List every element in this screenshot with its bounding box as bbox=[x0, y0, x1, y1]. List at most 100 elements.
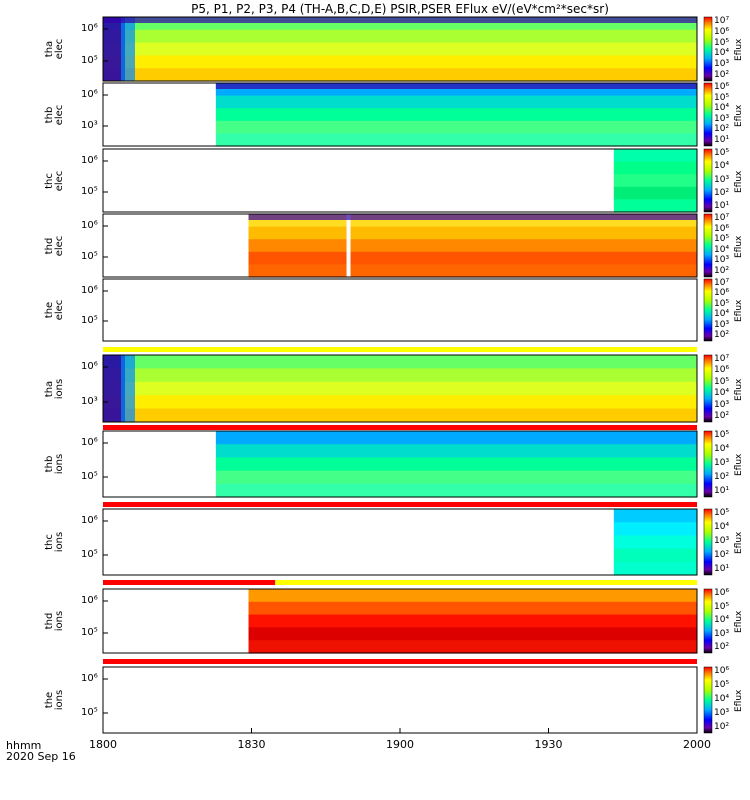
colorbar-tick-tha-elec: 10² bbox=[714, 70, 730, 80]
colorbar-tick-thd-ions: 10⁶ bbox=[714, 588, 730, 598]
colorbar-tick-thd-elec: 10² bbox=[714, 266, 730, 276]
y-tick-thd-elec: 10⁵ bbox=[81, 251, 98, 262]
spectrogram-band-thd-ions bbox=[248, 601, 697, 616]
status-bar-thb-ions bbox=[103, 502, 697, 507]
colorbar-tick-thc-ions: 10¹ bbox=[714, 564, 730, 574]
spectrogram-band-thd-ions bbox=[248, 640, 697, 654]
colorbar-label-thd-elec: Eflux bbox=[734, 235, 744, 258]
y-tick-thb-elec: 10⁶ bbox=[81, 89, 98, 100]
colorbar-tick-tha-ions: 10⁵ bbox=[714, 376, 730, 387]
colorbar-tick-tha-ions: 10⁴ bbox=[714, 388, 730, 399]
panel-frame-thc-ions bbox=[102, 508, 698, 576]
panel-frame-tha-ions bbox=[102, 354, 698, 423]
colorbar-thc-elec bbox=[703, 148, 713, 213]
colorbar-tick-the-ions: 10⁵ bbox=[714, 680, 730, 690]
colorbar-tick-tha-elec: 10⁵ bbox=[714, 37, 730, 48]
x-tick-label-1800: 1800 bbox=[89, 738, 117, 751]
y-axis-label-tha-ions: tha ions bbox=[44, 378, 65, 399]
colorbar-tick-the-elec: 10⁷ bbox=[714, 278, 730, 288]
spectrogram-band-thd-elec bbox=[248, 264, 697, 278]
colorbar-tick-thc-elec: 10³ bbox=[714, 174, 730, 185]
colorbar-tick-the-elec: 10⁴ bbox=[714, 309, 730, 320]
y-axis-label-tha-elec: tha elec bbox=[44, 38, 65, 60]
colorbar-tick-thd-ions: 10⁵ bbox=[714, 601, 730, 612]
y-axis-label-thb-elec: thb elec bbox=[44, 104, 65, 125]
data-gap-thd-elec bbox=[346, 214, 351, 277]
spectrogram-band-thb-ions bbox=[215, 431, 698, 445]
colorbar-tick-tha-ions: 10² bbox=[714, 411, 730, 421]
spectrogram-band-thc-ions bbox=[613, 561, 697, 576]
colorbar-the-ions bbox=[703, 666, 713, 734]
x-tick-label-1930: 1930 bbox=[534, 738, 563, 751]
colorbar-label-the-ions: Eflux bbox=[734, 689, 744, 712]
y-axis-label-thc-ions: thc ions bbox=[44, 531, 65, 553]
x-tick-label-1900: 1900 bbox=[386, 738, 414, 751]
colorbar-tick-the-ions: 10² bbox=[714, 722, 730, 732]
x-tick-label-2000: 2000 bbox=[683, 738, 711, 751]
colorbar-label-thb-elec: Eflux bbox=[734, 104, 744, 127]
y-tick-tha-elec: 10⁶ bbox=[81, 23, 98, 34]
colorbar-label-thd-ions: Eflux bbox=[734, 610, 744, 633]
colorbar-tick-thc-ions: 10³ bbox=[714, 536, 730, 546]
spectrogram-band-thc-ions bbox=[613, 522, 697, 536]
y-tick-thb-ions: 10⁶ bbox=[81, 437, 98, 448]
y-tick-thb-elec: 10³ bbox=[81, 120, 98, 131]
high-energy-edge-tha-elec bbox=[103, 17, 697, 23]
y-tick-the-elec: 10⁵ bbox=[81, 315, 98, 326]
colorbar-tick-tha-elec: 10³ bbox=[714, 59, 730, 70]
spectrogram-band-thb-ions bbox=[215, 470, 698, 485]
low-flux-region-tha-ions bbox=[103, 355, 125, 422]
colorbar-thb-ions bbox=[703, 430, 713, 498]
spectrogram-band-thd-elec bbox=[248, 239, 697, 253]
colorbar-tick-thd-ions: 10⁴ bbox=[714, 615, 730, 625]
colorbar-label-thb-ions: Eflux bbox=[734, 453, 744, 476]
colorbar-thc-ions bbox=[703, 508, 713, 576]
colorbar-thd-ions bbox=[703, 588, 713, 654]
spectrogram-band-tha-elec bbox=[103, 29, 697, 44]
colorbar-label-thc-ions: Eflux bbox=[734, 531, 744, 554]
colorbar-tick-thb-ions: 10² bbox=[714, 472, 730, 482]
y-tick-tha-elec: 10⁵ bbox=[81, 55, 98, 66]
spectrogram-band-thd-ions bbox=[248, 614, 697, 628]
spectrogram-band-thc-ions bbox=[613, 548, 697, 563]
colorbar-label-tha-elec: Eflux bbox=[734, 38, 744, 61]
y-axis-label-thd-ions: thd ions bbox=[44, 610, 65, 632]
panel-frame-the-elec bbox=[102, 278, 698, 342]
colorbar-tick-tha-ions: 10⁶ bbox=[714, 365, 730, 376]
colorbar-tick-the-ions: 10⁶ bbox=[714, 666, 730, 676]
spectrogram-band-thb-ions bbox=[215, 444, 698, 458]
colorbar-tick-thb-elec: 10² bbox=[714, 124, 730, 135]
spectrogram-band-tha-ions bbox=[103, 368, 697, 383]
status-bar-thd-ions bbox=[103, 659, 697, 664]
colorbar-tick-thc-ions: 10² bbox=[714, 550, 730, 560]
y-axis-label-the-ions: the ions bbox=[44, 689, 65, 711]
spectrogram-band-tha-elec bbox=[103, 42, 697, 56]
colorbar-tick-thb-ions: 10³ bbox=[714, 458, 730, 468]
x-tick-label-1830: 1830 bbox=[237, 738, 266, 751]
colorbar-tick-tha-elec: 10⁶ bbox=[714, 26, 730, 37]
y-tick-the-elec: 10⁶ bbox=[81, 285, 98, 296]
colorbar-tick-thd-elec: 10⁵ bbox=[714, 234, 730, 245]
spectrogram-band-tha-ions bbox=[103, 395, 697, 410]
panel-frame-thd-elec bbox=[102, 213, 698, 278]
colorbar-tick-thb-elec: 10¹ bbox=[714, 135, 730, 145]
colorbar-tick-tha-ions: 10⁷ bbox=[714, 354, 730, 364]
spectrogram-band-tha-elec bbox=[103, 55, 697, 69]
colorbar-thd-elec bbox=[703, 213, 713, 278]
spectrogram-band-thc-elec bbox=[613, 149, 697, 163]
y-axis-label-thc-elec: thc elec bbox=[44, 170, 65, 191]
spectrogram-band-thc-elec bbox=[613, 174, 697, 188]
colorbar-tick-the-elec: 10³ bbox=[714, 319, 730, 330]
y-tick-tha-ions: 10³ bbox=[81, 396, 98, 407]
y-axis-label-the-elec: the elec bbox=[44, 299, 65, 321]
panel-frame-tha-elec bbox=[102, 16, 698, 82]
y-tick-tha-ions: 10⁶ bbox=[81, 361, 98, 372]
colorbar-tick-thc-ions: 10⁴ bbox=[714, 522, 730, 532]
spectrogram-band-thb-elec bbox=[215, 120, 698, 134]
high-energy-edge-thd-elec bbox=[248, 214, 697, 220]
colorbar-tick-thc-elec: 10² bbox=[714, 187, 730, 198]
chart-title: P5, P1, P2, P3, P4 (TH-A,B,C,D,E) PSIR,P… bbox=[191, 2, 609, 16]
colorbar-tick-thd-elec: 10³ bbox=[714, 255, 730, 266]
colorbar-label-thc-elec: Eflux bbox=[734, 170, 744, 193]
